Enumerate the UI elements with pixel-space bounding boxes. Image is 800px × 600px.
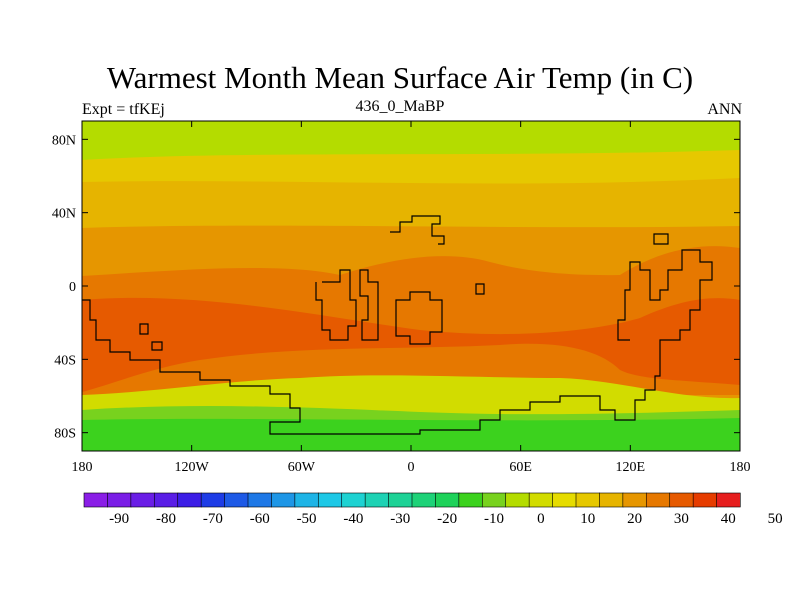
colorbar-swatch [200, 492, 226, 508]
colorbar-swatch [224, 492, 249, 508]
colorbar-swatch [435, 492, 460, 508]
colorbar-swatch [528, 492, 554, 508]
lat-tick-label: 40N [52, 207, 76, 222]
continent-outlines [82, 215, 713, 435]
colorbar-label: 10 [580, 511, 595, 527]
colorbar-swatch [364, 492, 390, 508]
lon-tick-label: 60E [509, 460, 532, 475]
band-hottest [82, 297, 740, 392]
lat-tick-label: 40S [54, 353, 76, 368]
colorbar-swatch [107, 492, 132, 508]
colorbar-swatch [388, 492, 413, 508]
lon-tick-label: 60W [288, 460, 316, 475]
colorbar-swatch [177, 492, 202, 508]
colorbar-swatch [153, 492, 179, 508]
colorbar-label: -70 [203, 511, 223, 527]
colorbar-label: 0 [537, 511, 545, 527]
colorbar-label: -20 [437, 511, 457, 527]
temperature-field [82, 121, 740, 451]
lon-tick-label: 180 [72, 460, 93, 475]
colorbar-swatch [716, 492, 741, 508]
longitude-axis: 180 120W 60W 0 60E 120E 180 [72, 121, 751, 475]
colorbar-swatch [645, 492, 671, 508]
colorbar-swatch [669, 492, 694, 508]
colorbar-label: -60 [250, 511, 270, 527]
lon-tick-label: 180 [730, 460, 751, 475]
colorbar-swatch [622, 492, 647, 508]
colorbar-label: -30 [390, 511, 410, 527]
lon-tick-label: 120W [175, 460, 210, 475]
colorbar-label: -90 [109, 511, 129, 527]
colorbar-swatch [83, 492, 109, 508]
colorbar-label: -50 [297, 511, 317, 527]
colorbar-swatch [247, 492, 273, 508]
colorbar-label: 40 [721, 511, 736, 527]
colorbar-swatch [294, 492, 319, 508]
colorbar-swatch [341, 492, 366, 508]
colorbar-swatch [411, 492, 437, 508]
latitude-axis: 80N 40N 0 40S 80S [52, 133, 740, 442]
colorbar-swatch [552, 492, 577, 508]
band-midlat [82, 178, 740, 240]
colorbar-swatch [271, 492, 296, 508]
lat-tick-label: 0 [69, 280, 76, 295]
season-label: ANN [707, 101, 742, 118]
colorbar-swatch [575, 492, 601, 508]
lon-tick-label: 0 [408, 460, 415, 475]
plot-title: Warmest Month Mean Surface Air Temp (in … [106, 60, 694, 95]
colorbar-label: -80 [156, 511, 176, 527]
lon-tick-label: 120E [616, 460, 646, 475]
band-hot [82, 246, 740, 395]
colorbar-swatch [317, 492, 343, 508]
experiment-label: Expt = tfKEj [82, 101, 165, 118]
colorbar-swatch [458, 492, 483, 508]
colorbar-label: 50 [768, 511, 783, 527]
colorbar-swatch [692, 492, 718, 508]
colorbar-swatch [505, 492, 530, 508]
colorbar-swatch [599, 492, 624, 508]
colorbar-swatch [481, 492, 507, 508]
lat-tick-label: 80S [54, 427, 76, 442]
lat-tick-label: 80N [52, 133, 76, 148]
period-label: 436_0_MaBP [355, 98, 445, 115]
colorbar: -90 -80 -70 -60 -50 -40 -30 -20 -10 0 10 20 30 40 50 [83, 492, 783, 527]
colorbar-label: -10 [484, 511, 504, 527]
colorbar-label: 20 [627, 511, 642, 527]
colorbar-swatch [130, 492, 155, 508]
colorbar-label: 30 [674, 511, 689, 527]
colorbar-label: -40 [343, 511, 363, 527]
